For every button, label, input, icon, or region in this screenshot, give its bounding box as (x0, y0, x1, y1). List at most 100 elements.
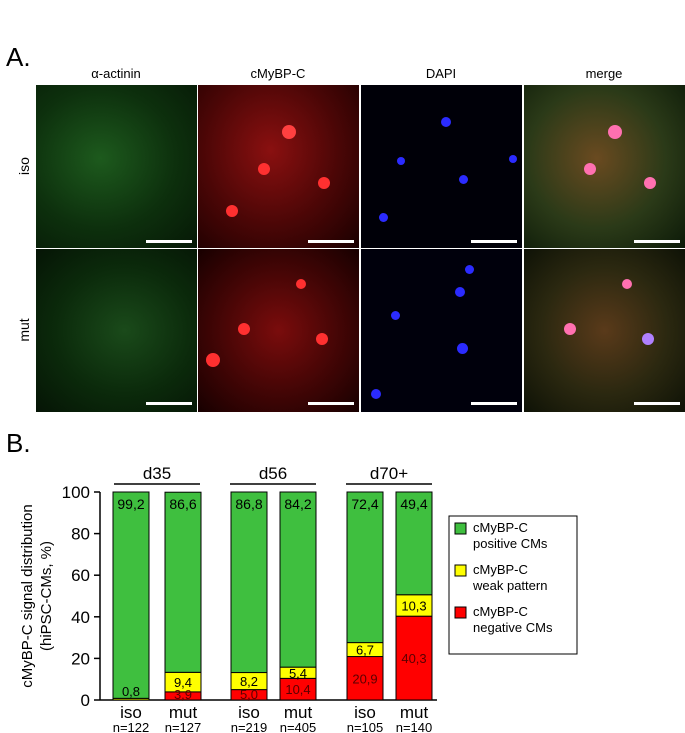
microscopy-mut-actinin (36, 249, 197, 412)
scale-bar (146, 240, 192, 243)
bar-segment (164, 491, 202, 673)
microscopy-iso-merge (524, 85, 685, 248)
group-label: d56 (259, 464, 287, 483)
panel-a-letter: A. (6, 42, 31, 72)
microscopy-iso-dapi (361, 85, 522, 248)
nucleus-spot (397, 157, 405, 165)
bar-segment (230, 491, 268, 674)
column-label-dapi: DAPI (425, 66, 457, 81)
data-label: 99,2 (117, 496, 144, 512)
data-label: 9,4 (174, 675, 192, 690)
nucleus-spot (282, 125, 296, 139)
nucleus-spot (318, 177, 330, 189)
y-tick-label: 40 (71, 608, 90, 627)
bar-segment (112, 491, 150, 699)
data-label: 8,2 (240, 674, 258, 689)
legend-swatch (454, 606, 467, 619)
data-label: 5,0 (240, 687, 258, 702)
nucleus-spot (316, 333, 328, 345)
legend-label-line: positive CMs (473, 536, 548, 551)
data-label: 10,3 (401, 598, 426, 613)
microscopy-iso-mybpc (198, 85, 359, 248)
column-label-mybpc: cMyBP-C (250, 66, 306, 81)
y-tick-label: 100 (62, 483, 90, 502)
microscopy-iso-actinin (36, 85, 197, 248)
bar-segment (395, 615, 433, 701)
n-label: n=405 (280, 720, 317, 733)
bar-segment (395, 491, 433, 596)
scale-bar (471, 240, 517, 243)
nucleus-spot (608, 125, 622, 139)
data-label: 10,4 (285, 682, 310, 697)
nucleus-spot (457, 343, 468, 354)
group-label: d70+ (370, 464, 408, 483)
scale-bar (308, 402, 354, 405)
n-label: n=105 (347, 720, 384, 733)
legend-label-line: cMyBP-C (473, 604, 528, 619)
category-label: mut (400, 703, 429, 722)
legend-label-line: cMyBP-C (473, 562, 528, 577)
legend-label-line: cMyBP-C (473, 520, 528, 535)
y-tick-label: 0 (81, 691, 90, 710)
category-label: iso (120, 703, 142, 722)
y-tick-label: 20 (71, 649, 90, 668)
category-label: mut (284, 703, 313, 722)
n-label: n=219 (231, 720, 268, 733)
legend-label-line: weak pattern (472, 578, 547, 593)
nucleus-spot (391, 311, 400, 320)
data-label: 84,2 (284, 496, 311, 512)
nucleus-spot (226, 205, 238, 217)
nucleus-spot (584, 163, 596, 175)
column-label-actinin: α-actinin (91, 66, 141, 81)
data-label: 3,9 (174, 687, 192, 702)
n-label: n=140 (396, 720, 433, 733)
nucleus-spot (644, 177, 656, 189)
nucleus-spot (371, 389, 381, 399)
data-label: 72,4 (351, 496, 378, 512)
legend-swatch (454, 522, 467, 535)
nucleus-spot (238, 323, 250, 335)
legend-label-line: negative CMs (473, 620, 553, 635)
legend-box (448, 515, 578, 655)
nucleus-spot (206, 353, 220, 367)
nucleus-spot (509, 155, 517, 163)
data-label: 86,6 (169, 496, 196, 512)
scale-bar (634, 402, 680, 405)
data-label: 49,4 (400, 496, 427, 512)
category-label: iso (354, 703, 376, 722)
nucleus-spot (379, 213, 388, 222)
column-label-merge: merge (585, 66, 623, 81)
nucleus-spot (459, 175, 468, 184)
nucleus-spot (455, 287, 465, 297)
n-label: n=122 (113, 720, 150, 733)
panel-b-letter: B. (6, 428, 31, 458)
bar-segment (346, 491, 384, 644)
microscopy-mut-dapi (361, 249, 522, 412)
legend-label: cMyBP-C positive CMs (473, 520, 548, 551)
data-label: 86,8 (235, 496, 262, 512)
data-label: 40,3 (401, 651, 426, 666)
data-label: 20,9 (352, 671, 377, 686)
data-label: 5,4 (289, 666, 307, 681)
scale-bar (471, 402, 517, 405)
nucleus-spot (465, 265, 474, 274)
microscopy-mut-mybpc (198, 249, 359, 412)
bar-segment (279, 491, 317, 668)
data-label: 0,8 (122, 684, 140, 699)
bar-segment (346, 656, 384, 701)
scale-bar (146, 402, 192, 405)
nucleus-spot (296, 279, 306, 289)
nucleus-spot (622, 279, 632, 289)
legend-swatch (454, 564, 467, 577)
microscopy-mut-merge (524, 249, 685, 412)
nucleus-spot (258, 163, 270, 175)
category-label: iso (238, 703, 260, 722)
y-axis-label-line: (hiPSC-CMs, %) (38, 541, 55, 651)
legend-label: cMyBP-C negative CMs (473, 604, 553, 635)
n-label: n=127 (165, 720, 202, 733)
y-axis-label: cMyBP-C signal distribution (hiPSC-CMs, %… (19, 504, 55, 687)
y-tick-label: 60 (71, 566, 90, 585)
scale-bar (308, 240, 354, 243)
nucleus-spot (642, 333, 654, 345)
